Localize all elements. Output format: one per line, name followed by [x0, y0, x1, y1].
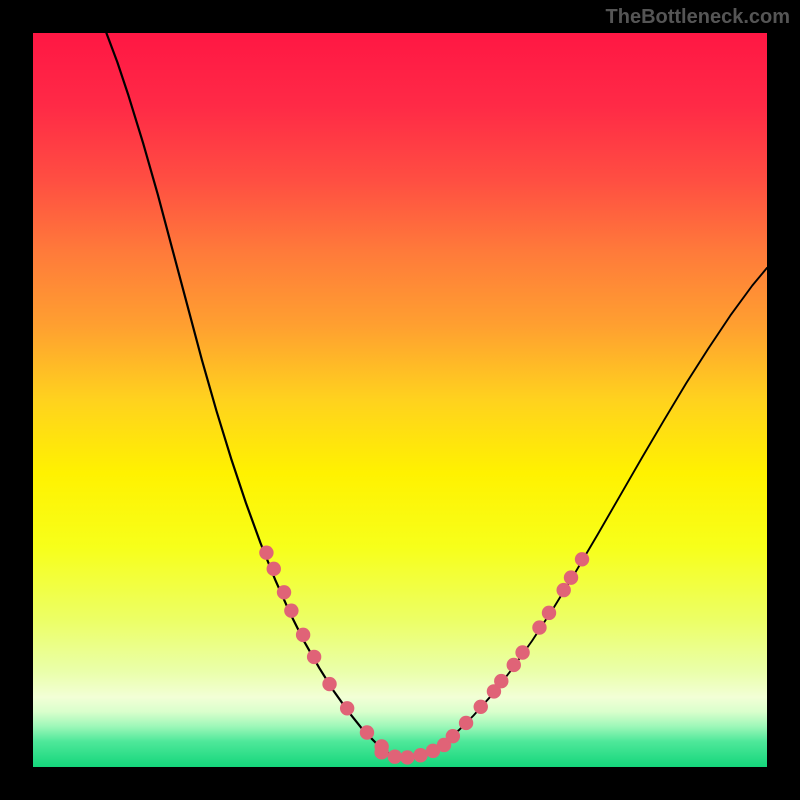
plot-area — [33, 33, 767, 767]
chart-container: TheBottleneck.com — [0, 0, 800, 800]
watermark-text: TheBottleneck.com — [606, 6, 790, 29]
plot-svg — [33, 33, 767, 767]
